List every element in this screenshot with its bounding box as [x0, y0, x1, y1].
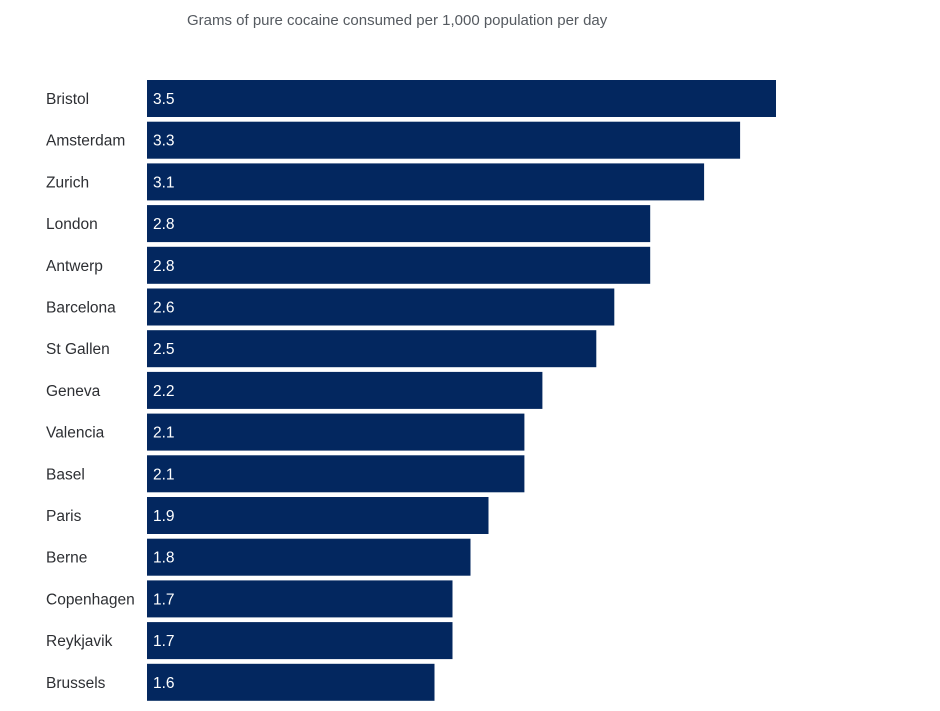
value-label: 2.5	[153, 341, 175, 358]
bar-barcelona	[147, 288, 615, 326]
chart-title: Grams of pure cocaine consumed per 1,000…	[187, 12, 608, 29]
category-label: Barcelona	[46, 300, 116, 317]
value-label: 3.3	[153, 133, 175, 150]
category-label: Antwerp	[46, 258, 103, 275]
value-label: 1.9	[153, 508, 175, 525]
category-label: Berne	[46, 550, 87, 567]
bar-amsterdam	[147, 121, 741, 159]
category-label: London	[46, 216, 98, 233]
category-label: Valencia	[46, 425, 105, 442]
value-label: 2.1	[153, 466, 175, 483]
category-label: St Gallen	[46, 341, 110, 358]
category-label: Bristol	[46, 91, 89, 108]
bar-basel	[147, 455, 525, 493]
category-label: Reykjavik	[46, 633, 113, 650]
category-label: Zurich	[46, 174, 89, 191]
bar-brussels	[147, 663, 435, 701]
bar-valencia	[147, 413, 525, 451]
bar-paris	[147, 497, 489, 534]
category-label: Brussels	[46, 675, 106, 692]
value-label: 2.1	[153, 425, 175, 442]
bar-antwerp	[147, 246, 651, 284]
category-label: Amsterdam	[46, 133, 125, 150]
value-label: 2.8	[153, 216, 175, 233]
value-label: 1.6	[153, 675, 175, 692]
value-label: 2.6	[153, 300, 175, 317]
category-label: Copenhagen	[46, 591, 135, 608]
bar-zurich	[147, 163, 705, 201]
value-label: 1.8	[153, 550, 175, 567]
category-label: Geneva	[46, 383, 101, 400]
value-label: 1.7	[153, 591, 175, 608]
value-label: 3.5	[153, 91, 175, 108]
value-label: 2.8	[153, 258, 175, 275]
bar-copenhagen	[147, 580, 453, 618]
value-label: 2.2	[153, 383, 175, 400]
value-label: 3.1	[153, 174, 175, 191]
bar-bristol	[147, 80, 776, 117]
bar-berne	[147, 538, 471, 576]
bar-st-gallen	[147, 330, 597, 368]
category-label: Basel	[46, 466, 85, 483]
category-label: Paris	[46, 508, 82, 525]
bar-reykjavik	[147, 622, 453, 660]
bar-geneva	[147, 371, 543, 409]
bar-london	[147, 205, 651, 243]
value-label: 1.7	[153, 633, 175, 650]
